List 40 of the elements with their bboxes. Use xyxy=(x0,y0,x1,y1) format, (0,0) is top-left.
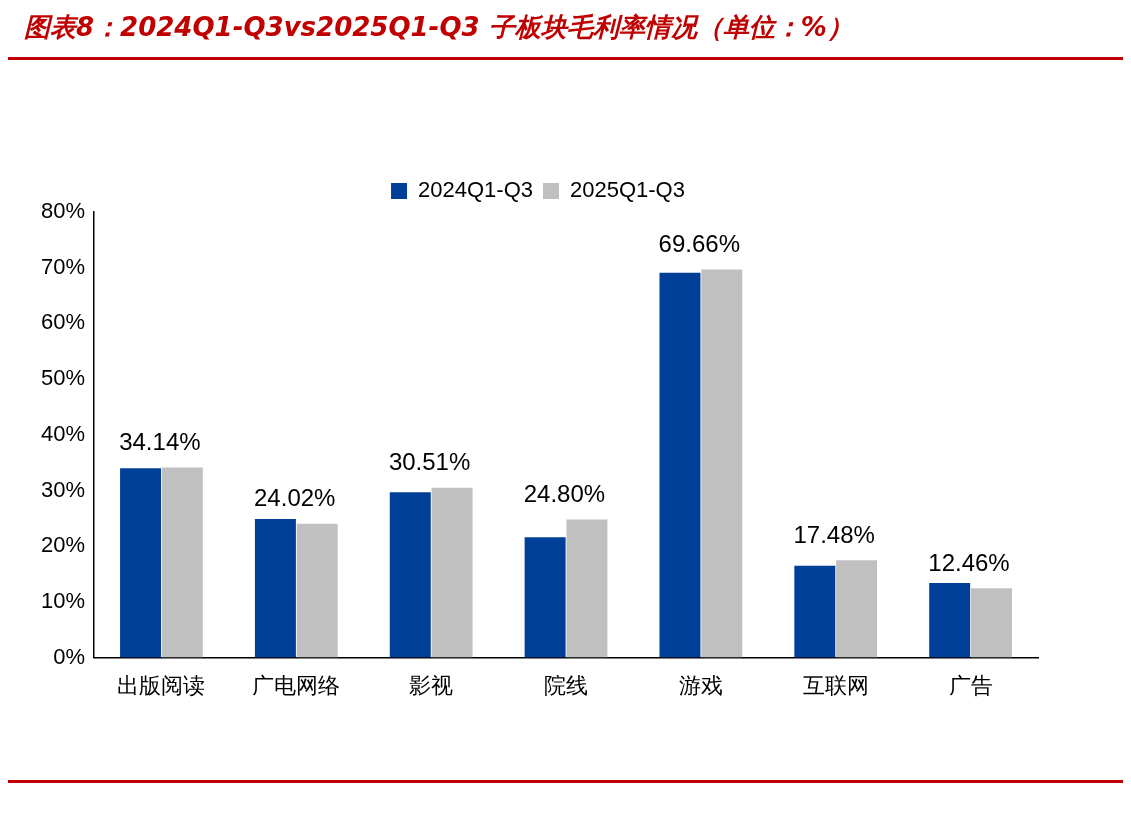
data-label: 12.46% xyxy=(928,548,1010,576)
x-tick-label: 影视 xyxy=(409,672,454,698)
bar xyxy=(431,487,473,658)
y-tick-label: 40% xyxy=(40,420,86,446)
data-label: 69.66% xyxy=(658,230,740,258)
x-tick-label: 互联网 xyxy=(802,672,869,698)
y-tick-label: 0% xyxy=(53,643,86,669)
legend-label: 2024Q1-Q3 xyxy=(418,177,534,203)
bar xyxy=(524,537,566,658)
data-label: 30.51% xyxy=(388,448,471,476)
y-tick-label: 20% xyxy=(40,532,86,558)
bar xyxy=(929,582,971,658)
y-tick-label: 10% xyxy=(40,587,86,613)
data-label: 34.14% xyxy=(119,428,201,456)
x-tick-label: 广告 xyxy=(948,672,993,698)
bar xyxy=(701,269,743,658)
bar xyxy=(120,468,162,658)
data-label: 24.80% xyxy=(523,480,606,508)
bar xyxy=(296,523,338,658)
y-tick-label: 50% xyxy=(40,365,86,391)
bar xyxy=(254,518,296,658)
y-tick-label: 30% xyxy=(40,476,86,502)
bar xyxy=(566,519,608,658)
y-tick-label: 70% xyxy=(40,253,86,279)
x-tick-label: 游戏 xyxy=(678,672,723,698)
x-tick-label: 广电网络 xyxy=(252,672,341,698)
chart-title: 图表8：2024Q1-Q3vs2025Q1-Q3 子板块毛利率情况（单位：%） xyxy=(23,11,854,44)
x-tick-label: 出版阅读 xyxy=(117,672,206,698)
data-label: 24.02% xyxy=(254,484,336,512)
bar xyxy=(161,467,203,658)
bar xyxy=(794,565,836,658)
bar xyxy=(659,272,701,658)
bar xyxy=(389,492,431,658)
y-tick-label: 80% xyxy=(40,198,86,224)
bar xyxy=(836,560,878,658)
y-tick-label: 60% xyxy=(40,309,86,335)
bar xyxy=(970,588,1012,658)
data-label: 17.48% xyxy=(793,520,875,548)
legend-label: 2025Q1-Q3 xyxy=(570,177,685,203)
x-tick-label: 院线 xyxy=(544,672,589,698)
